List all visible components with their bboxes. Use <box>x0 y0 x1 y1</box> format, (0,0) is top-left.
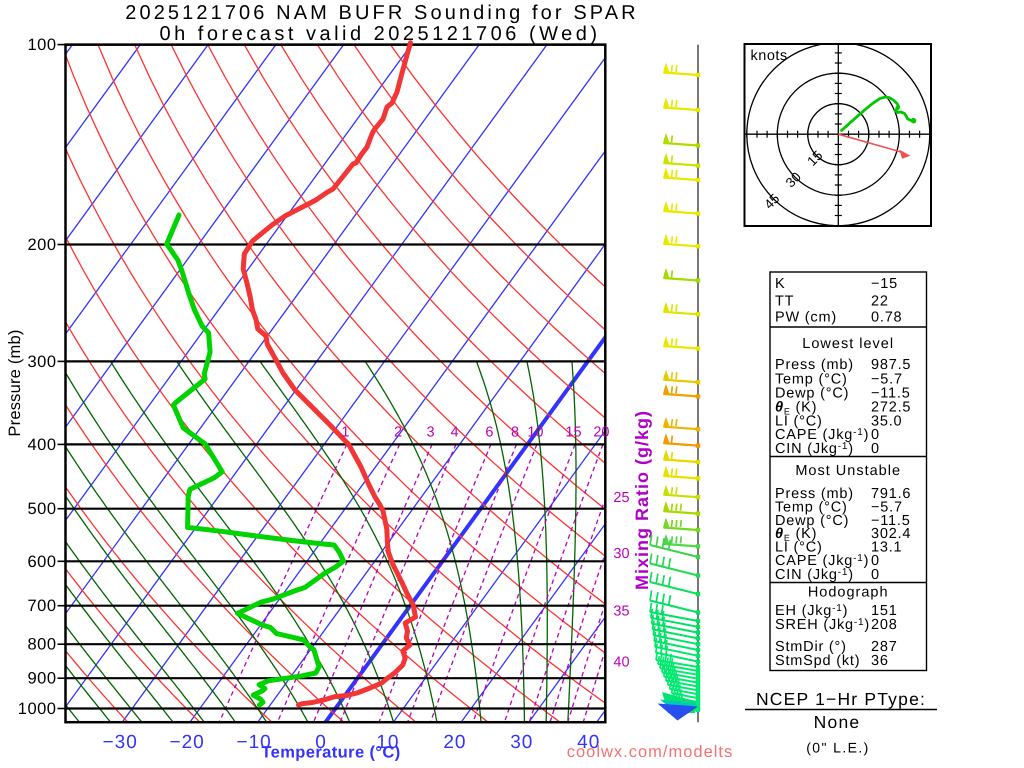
svg-text:0: 0 <box>871 427 880 443</box>
svg-text:25: 25 <box>613 490 629 506</box>
svg-text:Press (mb): Press (mb) <box>775 357 854 373</box>
svg-text:2025121706 NAM BUFR Sounding f: 2025121706 NAM BUFR Sounding for SPAR <box>125 2 638 24</box>
svg-text:Most Unstable: Most Unstable <box>795 463 901 479</box>
svg-text:151: 151 <box>871 603 898 619</box>
svg-text:13.1: 13.1 <box>871 540 902 556</box>
svg-text:−20: −20 <box>169 732 204 753</box>
svg-text:Dewp (°C): Dewp (°C) <box>775 513 849 529</box>
svg-text:287: 287 <box>871 639 898 655</box>
svg-text:PW (cm): PW (cm) <box>775 310 837 326</box>
svg-text:100: 100 <box>27 36 56 54</box>
svg-text:0: 0 <box>871 441 880 457</box>
svg-text:0h forecast valid 2025121706 (: 0h forecast valid 2025121706 (Wed) <box>159 23 600 45</box>
svg-text:CAPE (Jkg-1): CAPE (Jkg-1) <box>775 427 869 443</box>
svg-text:791.6: 791.6 <box>871 486 911 502</box>
svg-text:4: 4 <box>450 425 458 441</box>
svg-text:45: 45 <box>761 191 782 212</box>
svg-text:1000: 1000 <box>18 700 57 718</box>
svg-text:Pressure (mb): Pressure (mb) <box>6 329 24 436</box>
svg-text:20: 20 <box>593 425 609 441</box>
svg-text:Lowest level: Lowest level <box>802 336 894 352</box>
svg-text:LI (°C): LI (°C) <box>775 414 823 430</box>
svg-text:−30: −30 <box>103 732 138 753</box>
svg-text:−10: −10 <box>236 732 271 753</box>
svg-text:800: 800 <box>27 636 56 654</box>
svg-text:15: 15 <box>565 425 581 441</box>
svg-text:200: 200 <box>27 236 56 254</box>
svg-text:3: 3 <box>427 425 435 441</box>
svg-text:0: 0 <box>315 732 327 753</box>
svg-text:Hodograph: Hodograph <box>808 585 889 601</box>
svg-text:CIN (Jkg-1): CIN (Jkg-1) <box>775 567 854 583</box>
svg-text:coolwx.com/modelts: coolwx.com/modelts <box>567 743 734 761</box>
svg-text:2: 2 <box>394 425 402 441</box>
svg-text:0: 0 <box>871 567 880 583</box>
svg-text:None: None <box>814 712 861 732</box>
svg-text:22: 22 <box>871 294 889 310</box>
svg-text:Dewp (°C): Dewp (°C) <box>775 386 849 402</box>
svg-text:30: 30 <box>613 546 629 562</box>
svg-text:StmDir (°): StmDir (°) <box>775 639 847 655</box>
svg-text:30: 30 <box>510 732 533 753</box>
svg-text:400: 400 <box>27 436 56 454</box>
svg-text:10: 10 <box>527 425 543 441</box>
svg-text:8: 8 <box>511 425 519 441</box>
svg-text:K: K <box>775 276 785 292</box>
svg-text:θE (K): θE (K) <box>775 400 817 417</box>
svg-text:300: 300 <box>27 353 56 371</box>
svg-text:35.0: 35.0 <box>871 414 902 430</box>
svg-text:StmSpd (kt): StmSpd (kt) <box>775 653 860 669</box>
svg-text:−5.7: −5.7 <box>871 372 903 388</box>
svg-text:35: 35 <box>613 604 629 620</box>
svg-text:CIN (Jkg-1): CIN (Jkg-1) <box>775 441 854 457</box>
svg-text:CAPE (Jkg-1): CAPE (Jkg-1) <box>775 553 869 569</box>
svg-text:40: 40 <box>613 655 629 671</box>
svg-text:θE (K): θE (K) <box>775 526 817 543</box>
svg-text:Temp (°C): Temp (°C) <box>775 372 848 388</box>
svg-text:500: 500 <box>27 500 56 518</box>
svg-text:36: 36 <box>871 653 889 669</box>
svg-text:knots: knots <box>751 48 788 64</box>
svg-text:−15: −15 <box>871 276 898 292</box>
svg-text:0: 0 <box>871 553 880 569</box>
svg-text:272.5: 272.5 <box>871 400 911 416</box>
svg-text:TT: TT <box>775 294 794 310</box>
svg-text:−5.7: −5.7 <box>871 500 903 516</box>
svg-text:(0" L.E.): (0" L.E.) <box>806 740 869 756</box>
svg-text:SREH (Jkg-1): SREH (Jkg-1) <box>775 617 870 633</box>
svg-text:Press (mb): Press (mb) <box>775 486 854 502</box>
svg-text:1: 1 <box>341 425 349 441</box>
svg-text:6: 6 <box>485 425 493 441</box>
svg-text:NCEP 1−Hr PType:: NCEP 1−Hr PType: <box>756 689 926 709</box>
svg-text:Mixing Ratio (g/kg): Mixing Ratio (g/kg) <box>632 410 652 590</box>
svg-text:700: 700 <box>27 597 56 615</box>
svg-text:302.4: 302.4 <box>871 526 911 542</box>
svg-text:20: 20 <box>443 732 466 753</box>
svg-text:LI (°C): LI (°C) <box>775 540 823 556</box>
svg-text:10: 10 <box>376 732 399 753</box>
svg-text:0.78: 0.78 <box>871 310 902 326</box>
svg-text:600: 600 <box>27 553 56 571</box>
svg-text:40: 40 <box>577 732 600 753</box>
svg-text:900: 900 <box>27 670 56 688</box>
svg-text:987.5: 987.5 <box>871 357 911 373</box>
svg-text:EH (Jkg-1): EH (Jkg-1) <box>775 603 848 619</box>
svg-text:Temp (°C): Temp (°C) <box>775 500 848 516</box>
svg-text:−11.5: −11.5 <box>871 386 911 402</box>
svg-text:−11.5: −11.5 <box>871 513 911 529</box>
svg-text:208: 208 <box>871 617 898 633</box>
svg-text:Temperature (°C): Temperature (°C) <box>261 744 400 762</box>
